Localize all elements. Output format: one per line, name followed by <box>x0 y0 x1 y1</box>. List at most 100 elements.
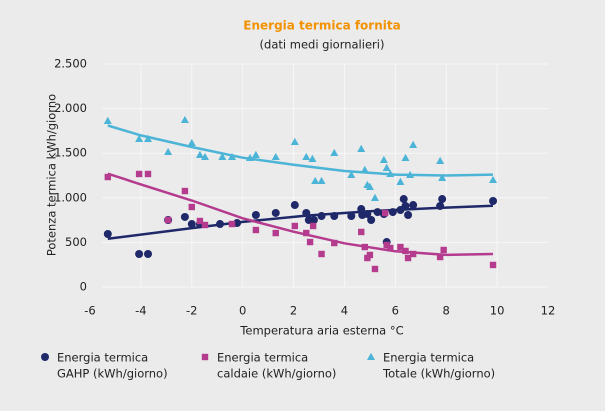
point <box>311 176 320 185</box>
point <box>317 176 326 185</box>
point <box>272 229 279 237</box>
point <box>188 203 195 211</box>
point <box>388 208 397 217</box>
point <box>363 210 372 219</box>
point <box>317 211 326 220</box>
point <box>271 152 280 161</box>
point <box>144 249 153 258</box>
point <box>306 238 314 246</box>
point <box>271 208 280 217</box>
point <box>436 202 445 211</box>
x-tick-label: 6 <box>392 304 399 318</box>
point <box>404 211 413 220</box>
point <box>402 247 409 255</box>
x-tick-label: 8 <box>443 304 450 318</box>
x-tick-label: 0 <box>239 304 246 318</box>
point <box>379 155 388 163</box>
point <box>104 173 112 181</box>
y-tick-label: 2.500 <box>54 57 87 71</box>
point <box>290 201 299 210</box>
point <box>489 197 498 206</box>
point <box>489 175 498 184</box>
legend-label: GAHP (kWh/giorno) <box>57 367 168 381</box>
point <box>381 209 389 217</box>
point <box>164 216 172 224</box>
legend-marker <box>201 353 209 361</box>
point <box>361 243 368 251</box>
point <box>187 138 196 147</box>
legend-label: caldaie (kWh/giorno) <box>217 367 336 381</box>
x-axis-label: Temperatura aria esterna °C <box>239 324 403 338</box>
point <box>396 177 405 186</box>
point <box>103 230 112 239</box>
point <box>409 201 418 210</box>
point <box>216 220 225 229</box>
point <box>164 147 173 156</box>
point <box>383 241 390 249</box>
point <box>252 226 260 234</box>
y-tick-label: 0 <box>80 280 87 294</box>
x-tick-label: 10 <box>490 304 505 318</box>
point <box>438 173 447 181</box>
point <box>302 208 311 217</box>
point <box>318 250 325 258</box>
point <box>489 261 497 269</box>
point <box>290 137 299 146</box>
point <box>347 170 356 179</box>
point <box>302 152 311 161</box>
chart-subtitle: (dati medi giornalieri) <box>260 38 385 52</box>
point <box>227 152 236 161</box>
point <box>357 144 366 153</box>
point <box>144 134 153 143</box>
point <box>201 152 210 161</box>
point <box>308 154 317 162</box>
legend-marker <box>41 353 49 361</box>
point <box>358 228 365 236</box>
point <box>201 221 209 229</box>
point <box>367 216 376 225</box>
y-tick-label: 2.000 <box>54 101 87 115</box>
point <box>436 253 444 261</box>
point <box>386 169 395 177</box>
point <box>357 205 366 214</box>
point <box>187 220 196 229</box>
point <box>373 208 382 217</box>
point <box>347 211 356 220</box>
point <box>180 115 189 124</box>
point <box>144 170 152 178</box>
x-tick-label: -4 <box>135 304 146 318</box>
point <box>251 150 260 158</box>
trend-line <box>107 172 494 257</box>
y-tick-label: 1.000 <box>54 190 87 204</box>
point <box>303 229 310 237</box>
point <box>409 140 418 148</box>
point <box>135 134 144 143</box>
point <box>401 202 410 211</box>
point <box>135 170 143 178</box>
point <box>371 265 379 273</box>
y-tick-label: 500 <box>65 235 87 249</box>
point <box>309 222 317 230</box>
point <box>195 150 204 158</box>
x-tick-label: -2 <box>186 304 197 318</box>
y-tick-label: 1.500 <box>54 146 87 160</box>
point <box>330 211 339 220</box>
point <box>399 195 408 204</box>
y-axis-label: Potenza termica kWh/giorno <box>45 94 59 256</box>
point <box>103 116 112 124</box>
legend-marker <box>367 352 375 360</box>
x-tick-label: 4 <box>341 304 348 318</box>
point <box>370 193 379 201</box>
point <box>291 222 299 230</box>
chart-title: Energia termica fornita <box>243 19 400 33</box>
x-tick-label: 12 <box>541 304 556 318</box>
point <box>360 165 369 173</box>
point <box>365 182 374 191</box>
point <box>409 250 417 258</box>
point <box>436 156 445 165</box>
point <box>387 244 394 252</box>
point <box>246 153 255 162</box>
legend-label: Energia termica <box>383 351 474 365</box>
